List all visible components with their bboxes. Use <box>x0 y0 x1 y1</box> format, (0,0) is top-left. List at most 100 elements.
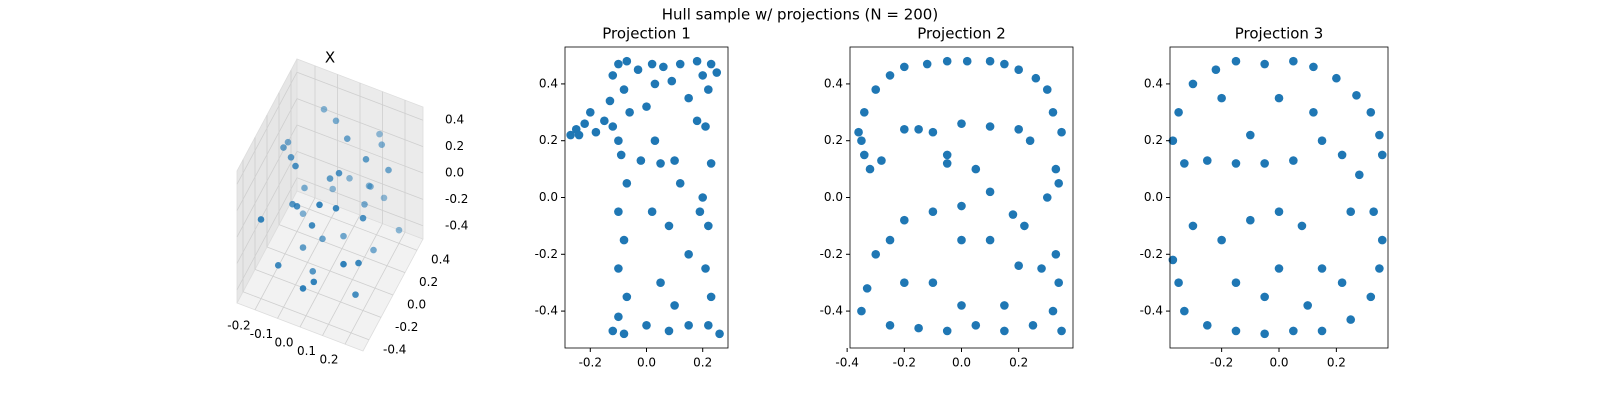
point <box>647 207 657 216</box>
point <box>656 278 665 287</box>
point <box>316 201 323 209</box>
point <box>355 259 362 267</box>
z-tick-label: -0.2 <box>445 192 468 206</box>
point <box>591 127 601 137</box>
y-tick-label: 0.2 <box>539 133 558 147</box>
point <box>985 56 995 66</box>
point <box>625 108 634 117</box>
x-tick-label: 0.2 <box>693 356 712 370</box>
x-tick-label: -0.2 <box>227 318 250 332</box>
point <box>1057 127 1066 137</box>
point <box>284 138 292 146</box>
y-tick-label: -0.2 <box>395 320 418 334</box>
point <box>310 278 318 286</box>
point <box>614 136 623 146</box>
point <box>675 179 685 188</box>
z-grid-line <box>296 151 424 200</box>
point <box>1260 292 1269 302</box>
point <box>1366 292 1376 302</box>
point <box>885 235 895 245</box>
y-tick-label: -0.4 <box>535 304 558 318</box>
point <box>308 222 316 229</box>
point <box>1317 326 1327 336</box>
z-grid-line <box>296 98 424 147</box>
point <box>1303 301 1312 310</box>
point <box>914 125 923 134</box>
point <box>1260 159 1269 168</box>
point <box>900 62 909 72</box>
panel-title: X <box>325 49 335 67</box>
z-tick-label: -0.4 <box>445 218 468 232</box>
point <box>1048 306 1058 316</box>
point <box>1037 264 1046 273</box>
point <box>706 59 716 69</box>
point <box>942 326 952 336</box>
point <box>614 207 623 216</box>
x-tick-label: 0.2 <box>1009 356 1028 370</box>
point <box>659 62 668 72</box>
point <box>664 326 674 336</box>
point <box>1231 278 1241 287</box>
point <box>1014 125 1023 134</box>
point <box>370 246 377 254</box>
y-grid-line <box>290 201 418 251</box>
point <box>857 306 866 316</box>
point <box>647 59 657 69</box>
point <box>642 102 651 111</box>
point <box>1231 326 1241 336</box>
point <box>859 108 869 117</box>
point <box>670 156 679 165</box>
y-tick-label: 0.0 <box>539 190 558 204</box>
point <box>650 79 660 89</box>
point <box>1020 221 1029 231</box>
point <box>900 125 909 134</box>
point <box>1246 130 1255 140</box>
z-grid-line <box>236 72 298 185</box>
point <box>698 193 708 202</box>
point <box>616 150 626 160</box>
point <box>1048 108 1058 117</box>
point <box>706 159 716 168</box>
point <box>877 156 886 165</box>
point <box>309 268 317 275</box>
point <box>622 56 632 66</box>
point <box>985 187 995 197</box>
point <box>900 215 909 225</box>
point <box>859 150 869 160</box>
point <box>871 85 881 94</box>
point <box>695 207 705 216</box>
point <box>1217 93 1226 103</box>
point <box>704 221 713 231</box>
point <box>1289 156 1298 165</box>
y-tick-label: 0.2 <box>824 133 843 147</box>
point <box>633 65 643 75</box>
point <box>1369 207 1378 216</box>
point <box>684 249 693 259</box>
point <box>957 235 966 245</box>
point <box>280 144 287 151</box>
point <box>329 185 337 193</box>
point <box>1051 249 1061 259</box>
point <box>1188 221 1198 231</box>
z-tick-label: 0.4 <box>445 113 464 127</box>
point <box>636 156 646 165</box>
point <box>320 106 328 113</box>
point <box>380 194 388 202</box>
z-tick-label: 0.2 <box>445 139 464 153</box>
point <box>1028 320 1038 330</box>
point <box>928 127 938 137</box>
point <box>885 320 895 330</box>
point <box>1366 108 1376 117</box>
point <box>957 201 966 211</box>
point <box>1031 73 1041 83</box>
point <box>1168 255 1178 265</box>
point <box>1289 56 1298 66</box>
point <box>664 221 674 231</box>
point <box>299 210 307 217</box>
z-grid-line <box>236 177 298 290</box>
x-tick-label: -0.2 <box>579 356 602 370</box>
point <box>667 76 677 86</box>
point <box>871 249 881 259</box>
point <box>684 320 693 330</box>
